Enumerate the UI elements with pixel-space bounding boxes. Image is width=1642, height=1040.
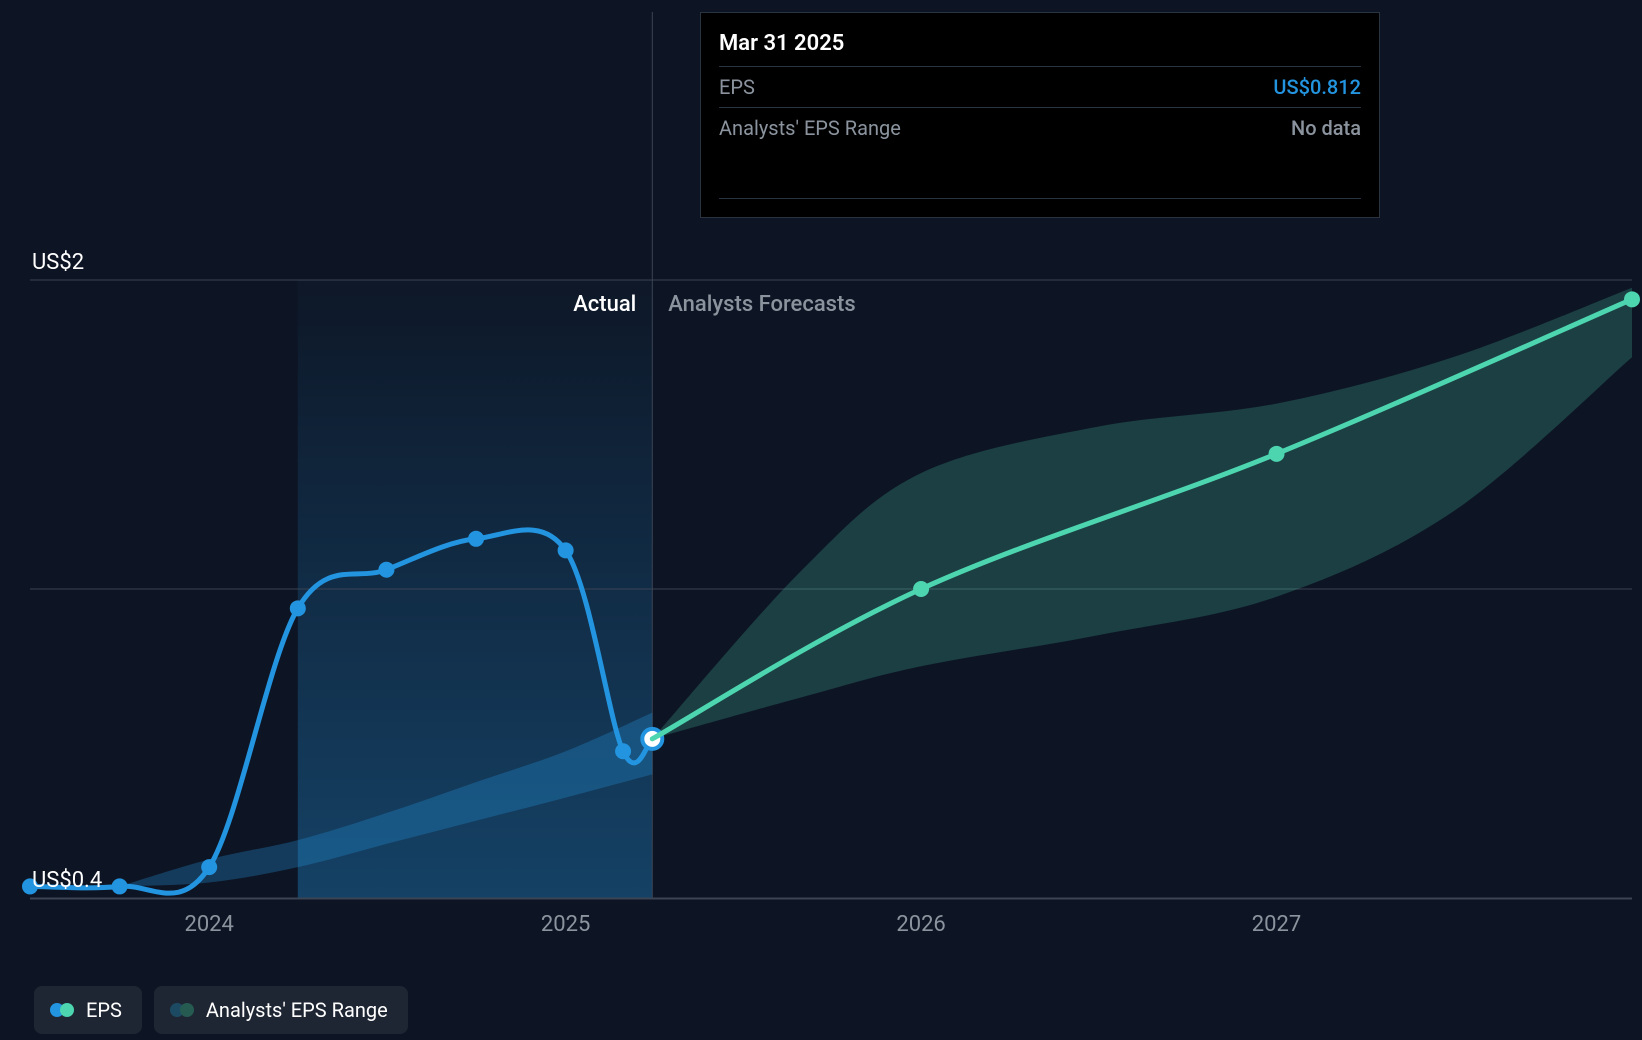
legend-swatch — [170, 1003, 194, 1017]
x-axis-label: 2026 — [896, 912, 945, 937]
y-axis-label: US$2 — [32, 250, 84, 275]
tooltip-row: Analysts' EPS Range No data — [719, 107, 1361, 148]
tooltip-key: Analysts' EPS Range — [719, 116, 901, 140]
x-axis-label: 2025 — [541, 912, 590, 937]
chart-legend: EPS Analysts' EPS Range — [34, 986, 408, 1034]
tooltip-value: No data — [1291, 116, 1361, 140]
tooltip-key: EPS — [719, 75, 755, 99]
legend-item[interactable]: EPS — [34, 986, 142, 1034]
tooltip-value: US$0.812 — [1273, 75, 1361, 99]
legend-label: EPS — [86, 998, 122, 1022]
legend-label: Analysts' EPS Range — [206, 998, 388, 1022]
y-axis-label: US$0.4 — [32, 868, 102, 893]
chart-tooltip: Mar 31 2025 EPS US$0.812 Analysts' EPS Ran… — [700, 12, 1380, 218]
legend-swatch — [50, 1003, 74, 1017]
section-label-actual: Actual — [573, 292, 636, 317]
x-axis-label: 2024 — [184, 912, 233, 937]
section-label-forecast: Analysts Forecasts — [668, 292, 855, 317]
x-axis-label: 2027 — [1252, 912, 1301, 937]
tooltip-date: Mar 31 2025 — [719, 25, 1361, 66]
legend-item[interactable]: Analysts' EPS Range — [154, 986, 408, 1034]
tooltip-row: EPS US$0.812 — [719, 66, 1361, 107]
